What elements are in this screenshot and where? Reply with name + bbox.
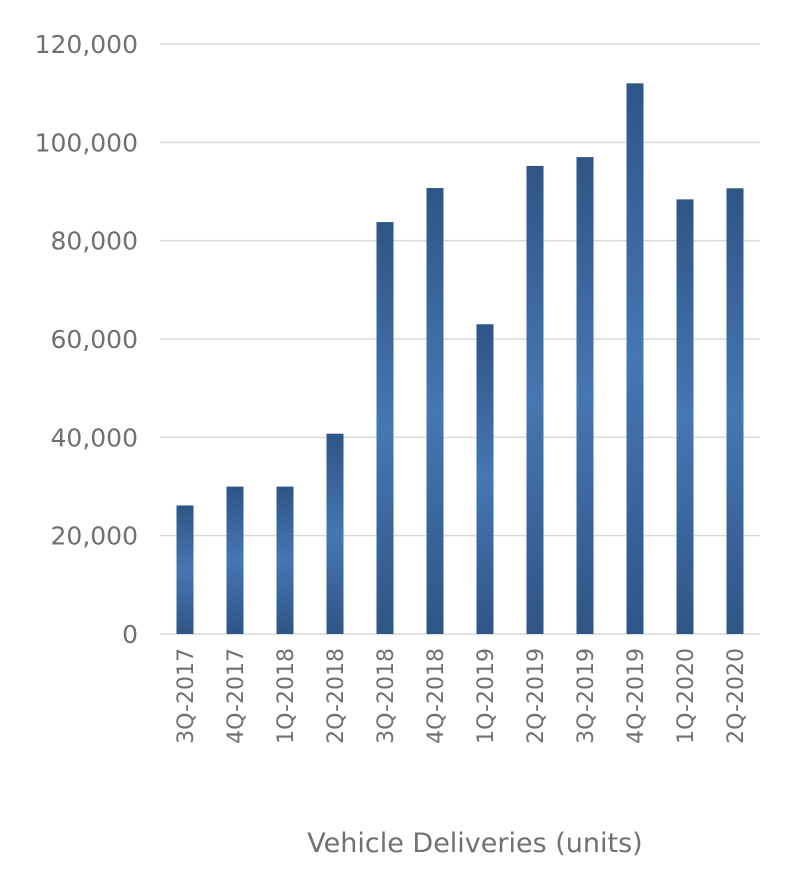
bar-4Q-2017 [226,486,244,634]
x-tick-label: 4Q-2018 [424,648,449,744]
y-tick-label: 20,000 [51,522,138,551]
bar-3Q-2018 [376,222,394,634]
x-tick-label: 4Q-2017 [224,648,249,744]
x-tick-label: 1Q-2018 [274,648,299,744]
x-tick-label: 3Q-2017 [174,648,199,744]
bar-3Q-2017 [176,505,194,634]
bar-3Q-2019 [576,157,594,635]
y-axis-ticks: 0 20,000 40,000 60,000 80,000 100,000 120,000 [35,30,138,649]
y-tick-label: 100,000 [35,128,138,157]
x-tick-label: 4Q-2019 [624,648,649,744]
y-tick-label: 120,000 [35,30,138,59]
x-tick-label: 2Q-2020 [724,648,749,744]
gridlines [160,43,760,635]
bar-2Q-2019 [526,165,544,634]
x-tick-label: 2Q-2019 [524,648,549,744]
y-tick-label: 80,000 [51,227,138,256]
x-tick-label: 2Q-2018 [324,648,349,744]
bar-2Q-2018 [326,433,344,634]
x-axis-labels: 3Q-2017 4Q-2017 1Q-2018 2Q-2018 3Q-2018 4Q-20… [174,648,749,744]
bar-4Q-2019 [626,83,644,635]
bar-1Q-2019 [476,324,494,634]
x-axis-title: Vehicle Deliveries (units) [307,828,642,859]
bars [176,83,744,635]
bar-2Q-2020 [726,188,744,634]
bar-1Q-2018 [276,486,294,634]
bar-1Q-2020 [676,199,694,634]
x-tick-label: 1Q-2020 [674,648,699,744]
bar-4Q-2018 [426,188,444,634]
x-tick-label: 1Q-2019 [474,648,499,744]
x-tick-label: 3Q-2019 [574,648,599,744]
x-tick-label: 3Q-2018 [374,648,399,744]
y-tick-label: 40,000 [51,423,138,452]
y-tick-label: 60,000 [51,325,138,354]
y-tick-label: 0 [122,620,138,649]
